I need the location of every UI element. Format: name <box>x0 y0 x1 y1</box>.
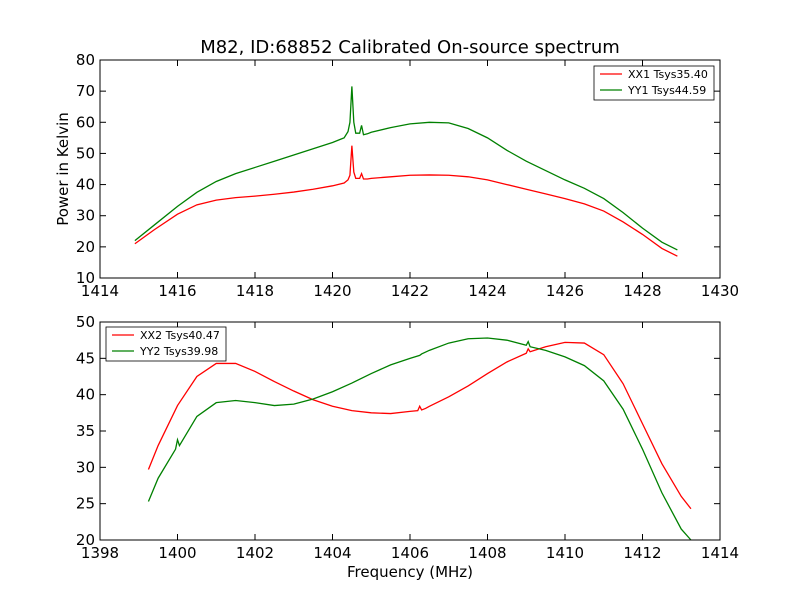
panel-top-ytick-label: 20 <box>76 238 95 256</box>
panel-top-series-layer <box>134 86 678 257</box>
panel-bottom: 1398 1400 1402 1404 1406 1408 1410 1412 1414 20 25… <box>76 313 739 562</box>
panel-bottom-xtick-label: 1404 <box>313 544 351 562</box>
panel-bottom-series-layer <box>147 337 692 541</box>
panel-top-tick-layer: 1414 1416 1418 1420 1422 1424 1426 1428 1430 10 20… <box>76 51 739 300</box>
panel-top-ylabel: Power in Kelvin <box>54 112 72 226</box>
panel-bottom-xtick-label: 1414 <box>701 544 739 562</box>
panel-bottom-tick-layer: 1398 1400 1402 1404 1406 1408 1410 1412 1414 20 25… <box>76 313 739 562</box>
chart-title: M82, ID:68852 Calibrated On-source spect… <box>200 37 620 58</box>
panel-bottom-legend: XX2 Tsys40.47 YY2 Tsys39.98 <box>105 326 227 362</box>
series-line-xx2 <box>147 341 692 510</box>
series-line-yy2 <box>147 337 692 541</box>
panel-top-ytick-label: 50 <box>76 144 95 162</box>
panel-bottom-ytick-label: 35 <box>76 422 95 440</box>
panel-top-ytick-label: 10 <box>76 269 95 287</box>
x-axis-label: Frequency (MHz) <box>347 563 473 581</box>
legend-label-yy2: YY2 Tsys39.98 <box>139 345 218 358</box>
panel-top-ytick-label: 70 <box>76 82 95 100</box>
panel-top-ytick-label: 80 <box>76 51 95 69</box>
panel-bottom-xtick-label: 1400 <box>158 544 196 562</box>
panel-top-ytick-label: 60 <box>76 113 95 131</box>
panel-top-xtick-label: 1428 <box>623 282 661 300</box>
legend-label-xx2: XX2 Tsys40.47 <box>140 329 220 342</box>
legend-label-yy1: YY1 Tsys44.59 <box>627 84 706 97</box>
panel-top-ytick-label: 30 <box>76 207 95 225</box>
panel-bottom-xtick-label: 1412 <box>623 544 661 562</box>
panel-top-legend-box <box>593 65 715 101</box>
panel-top-xtick-label: 1422 <box>391 282 429 300</box>
panel-bottom-ytick-label: 50 <box>76 313 95 331</box>
panel-bottom-ytick-label: 30 <box>76 458 95 476</box>
panel-bottom-xtick-label: 1398 <box>81 544 119 562</box>
legend-label-xx1: XX1 Tsys35.40 <box>628 68 708 81</box>
panel-top-xtick-label: 1418 <box>236 282 274 300</box>
panel-bottom-legend-box <box>105 326 227 362</box>
panel-bottom-ytick-label: 20 <box>76 531 95 549</box>
panel-bottom-frame <box>99 321 721 541</box>
panel-top-frame <box>99 59 721 279</box>
panel-top-ytick-label: 40 <box>76 176 95 194</box>
panel-bottom-xtick-label: 1408 <box>468 544 506 562</box>
panel-top-xtick-label: 1420 <box>313 282 351 300</box>
panel-top-xtick-label: 1424 <box>468 282 506 300</box>
series-line-yy1 <box>134 86 678 251</box>
panel-bottom-xtick-label: 1406 <box>391 544 429 562</box>
panel-bottom-xtick-label: 1410 <box>546 544 584 562</box>
panel-bottom-ytick-label: 45 <box>76 349 95 367</box>
panel-top-xtick-label: 1416 <box>158 282 196 300</box>
panel-bottom-xtick-label: 1402 <box>236 544 274 562</box>
panel-top-xtick-label: 1426 <box>546 282 584 300</box>
panel-top-xtick-label: 1414 <box>81 282 119 300</box>
panel-top-legend: XX1 Tsys35.40 YY1 Tsys44.59 <box>593 65 715 101</box>
panel-bottom-ytick-label: 25 <box>76 495 95 513</box>
series-line-xx1 <box>134 145 678 257</box>
panel-top-xtick-label: 1430 <box>701 282 739 300</box>
panel-bottom-ytick-label: 40 <box>76 386 95 404</box>
panel-top: 1414 1416 1418 1420 1422 1424 1426 1428 1430 10 20… <box>54 51 739 300</box>
